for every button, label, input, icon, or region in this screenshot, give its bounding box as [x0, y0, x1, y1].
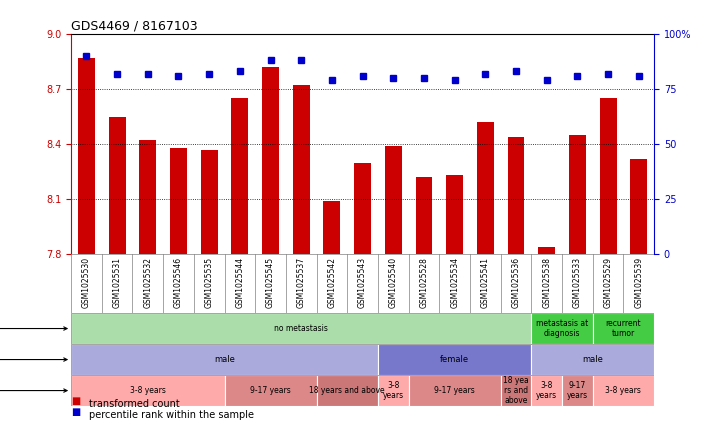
Text: GSM1025528: GSM1025528 — [419, 257, 429, 308]
Text: 3-8
years: 3-8 years — [536, 381, 557, 400]
Text: female: female — [440, 355, 469, 364]
FancyBboxPatch shape — [562, 375, 593, 406]
Text: age: age — [0, 386, 67, 395]
Bar — [324, 201, 341, 254]
Text: GSM1025542: GSM1025542 — [328, 257, 336, 308]
Text: GSM1025543: GSM1025543 — [358, 257, 367, 308]
Text: GSM1025538: GSM1025538 — [542, 257, 551, 308]
Text: male: male — [582, 355, 603, 364]
Bar — [569, 135, 586, 254]
Text: disease state: disease state — [0, 324, 67, 333]
Bar — [508, 137, 525, 254]
FancyBboxPatch shape — [593, 375, 654, 406]
Text: GSM1025536: GSM1025536 — [511, 257, 520, 308]
FancyBboxPatch shape — [225, 375, 316, 406]
Text: GSM1025534: GSM1025534 — [450, 257, 459, 308]
Text: GSM1025540: GSM1025540 — [389, 257, 397, 308]
Text: 3-8 years: 3-8 years — [606, 386, 641, 395]
FancyBboxPatch shape — [593, 313, 654, 344]
Bar — [599, 98, 616, 254]
Bar — [354, 162, 371, 254]
Text: 9-17 years: 9-17 years — [434, 386, 475, 395]
Text: male: male — [214, 355, 235, 364]
Bar — [232, 98, 248, 254]
Bar — [201, 150, 218, 254]
Text: GSM1025539: GSM1025539 — [634, 257, 643, 308]
Text: ■: ■ — [71, 396, 80, 406]
Text: 18 yea
rs and
above: 18 yea rs and above — [503, 376, 529, 406]
FancyBboxPatch shape — [71, 313, 531, 344]
Bar — [109, 117, 126, 254]
Text: gender: gender — [0, 355, 67, 364]
Text: GSM1025532: GSM1025532 — [144, 257, 152, 308]
Text: 18 years and above: 18 years and above — [309, 386, 385, 395]
Bar — [385, 146, 402, 254]
FancyBboxPatch shape — [531, 375, 562, 406]
Text: GSM1025533: GSM1025533 — [573, 257, 582, 308]
Text: GSM1025544: GSM1025544 — [235, 257, 245, 308]
Text: recurrent
tumor: recurrent tumor — [606, 319, 641, 338]
Bar — [538, 247, 555, 254]
Text: GSM1025529: GSM1025529 — [604, 257, 613, 308]
Bar — [631, 159, 647, 254]
FancyBboxPatch shape — [409, 375, 501, 406]
Text: GSM1025530: GSM1025530 — [82, 257, 91, 308]
FancyBboxPatch shape — [378, 344, 531, 375]
Text: 9-17
years: 9-17 years — [567, 381, 588, 400]
FancyBboxPatch shape — [71, 375, 225, 406]
Text: GDS4469 / 8167103: GDS4469 / 8167103 — [71, 20, 198, 33]
Bar — [293, 85, 310, 254]
FancyBboxPatch shape — [316, 375, 378, 406]
FancyBboxPatch shape — [531, 344, 654, 375]
FancyBboxPatch shape — [501, 375, 531, 406]
Bar — [447, 176, 463, 254]
Text: transformed count: transformed count — [89, 399, 180, 409]
Text: no metastasis: no metastasis — [274, 324, 328, 333]
Text: GSM1025546: GSM1025546 — [174, 257, 183, 308]
Bar — [262, 67, 279, 254]
FancyBboxPatch shape — [531, 313, 593, 344]
Bar — [415, 177, 432, 254]
Text: GSM1025541: GSM1025541 — [481, 257, 490, 308]
Text: metastasis at
diagnosis: metastasis at diagnosis — [536, 319, 588, 338]
Text: 3-8
years: 3-8 years — [383, 381, 404, 400]
FancyBboxPatch shape — [378, 375, 409, 406]
Text: GSM1025535: GSM1025535 — [205, 257, 214, 308]
Text: 9-17 years: 9-17 years — [250, 386, 291, 395]
Text: 3-8 years: 3-8 years — [130, 386, 166, 395]
Text: percentile rank within the sample: percentile rank within the sample — [89, 409, 254, 420]
FancyBboxPatch shape — [71, 344, 378, 375]
Text: GSM1025545: GSM1025545 — [266, 257, 275, 308]
Bar — [139, 140, 156, 254]
Text: GSM1025537: GSM1025537 — [296, 257, 306, 308]
Text: ■: ■ — [71, 407, 80, 417]
Bar — [477, 122, 493, 254]
Bar — [78, 58, 95, 254]
Text: GSM1025531: GSM1025531 — [112, 257, 122, 308]
Bar — [170, 148, 187, 254]
